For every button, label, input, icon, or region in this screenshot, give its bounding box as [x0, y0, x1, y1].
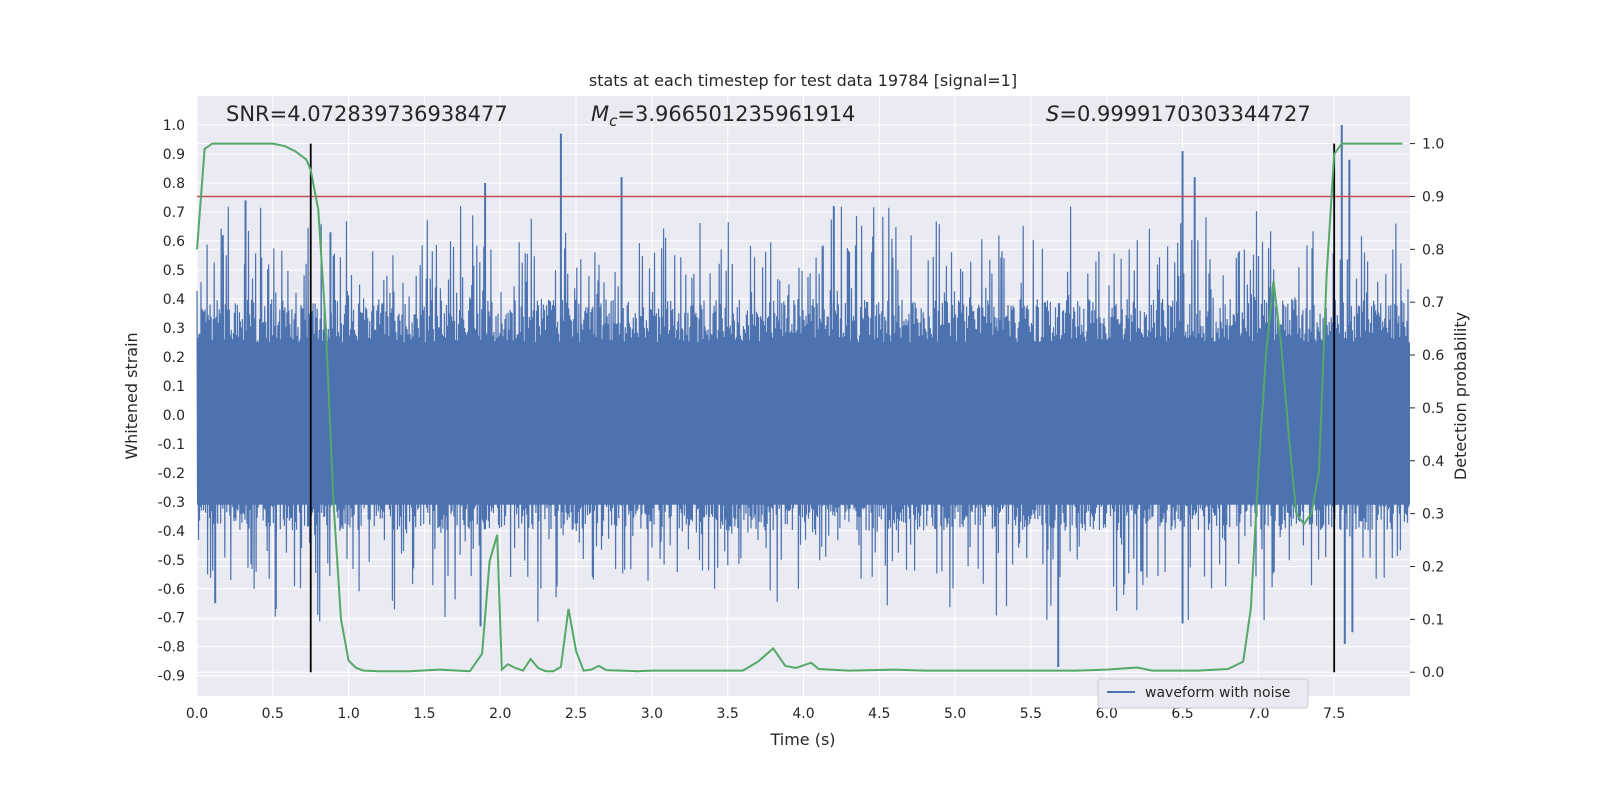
chart-title: stats at each timestep for test data 197…	[589, 71, 1017, 90]
y-right-tick-label: 0.4	[1422, 454, 1444, 470]
x-tick-label: 5.0	[944, 706, 966, 722]
y-tick-label: -0.9	[158, 669, 185, 685]
y-right-tick-label: 0.0	[1422, 665, 1444, 681]
x-tick-label: 5.5	[1020, 706, 1042, 722]
y-tick-label: 0.2	[163, 350, 185, 366]
x-tick-label: 3.5	[717, 706, 739, 722]
x-tick-label: 1.0	[337, 706, 359, 722]
y-tick-label: -0.6	[158, 582, 185, 598]
x-tick-label: 3.0	[641, 706, 663, 722]
y-tick-label: 0.7	[163, 205, 185, 221]
y-tick-label: 1.0	[163, 118, 185, 134]
waveform-series	[196, 124, 1410, 668]
y-tick-label: 0.3	[163, 321, 185, 337]
axes: 0.0 0.5 1.0 1.5 2.0 2.5 3.0 3.5 4.0 4.5 5.0 5.5 6.0 6…	[158, 118, 1445, 722]
x-tick-label: 1.5	[413, 706, 435, 722]
x-tick-label: 2.5	[565, 706, 587, 722]
mc-subscript: c	[609, 112, 618, 130]
x-tick-label: 0.5	[262, 706, 284, 722]
overlay-lines	[196, 142, 1410, 673]
mc-symbol: M	[591, 102, 609, 126]
x-tick-label: 4.5	[868, 706, 890, 722]
y-right-tick-label: 0.1	[1422, 612, 1444, 628]
x-tick-label: 6.0	[1096, 706, 1118, 722]
y-right-tick-label: 0.8	[1422, 242, 1444, 258]
x-tick-label: 6.5	[1171, 706, 1193, 722]
y-tick-label: -0.3	[158, 495, 185, 511]
score-annotation: S=0.9999170303344727	[1046, 102, 1311, 126]
y-right-tick-label: 0.7	[1422, 295, 1444, 311]
y-tick-label: 0.0	[163, 408, 185, 424]
y-tick-label: 0.4	[163, 292, 185, 308]
waveform-core	[197, 342, 1410, 505]
legend: waveform with noise	[1097, 678, 1309, 709]
y-tick-label: -0.2	[158, 466, 185, 482]
y-tick-label: 0.6	[163, 234, 185, 250]
y-tick-label: 0.9	[163, 147, 185, 163]
y-right-tick-label: 0.6	[1422, 348, 1444, 364]
y-tick-label: -0.1	[158, 437, 185, 453]
x-axis-label: Time (s)	[769, 730, 835, 749]
x-tick-label: 7.5	[1323, 706, 1345, 722]
y-right-tick-label: 0.2	[1422, 559, 1444, 575]
x-tick-label: 0.0	[186, 706, 208, 722]
y-axis-right-label: Detection probability	[1451, 312, 1470, 480]
probability-line	[196, 142, 1403, 673]
s-symbol: S	[1046, 102, 1059, 126]
y-right-tick-label: 0.9	[1422, 189, 1444, 205]
y-right-tick-label: 0.3	[1422, 507, 1444, 523]
y-tick-label: 0.8	[163, 176, 185, 192]
mc-value: =3.966501235961914	[617, 102, 855, 126]
snr-annotation: SNR=4.072839736938477	[226, 102, 508, 126]
y-right-tick-label: 1.0	[1422, 137, 1444, 153]
legend-box	[1097, 678, 1309, 709]
y-tick-label: 0.1	[163, 379, 185, 395]
chirp-mass-annotation: Mc=3.966501235961914	[591, 102, 855, 130]
y-tick-label: -0.5	[158, 553, 185, 569]
y-tick-label: 0.5	[163, 263, 185, 279]
y-tick-label: -0.4	[158, 524, 185, 540]
s-value: =0.9999170303344727	[1059, 102, 1310, 126]
y-right-tick-label: 0.5	[1422, 401, 1444, 417]
legend-label: waveform with noise	[1145, 685, 1290, 701]
x-tick-label: 4.0	[792, 706, 814, 722]
y-tick-label: -0.8	[158, 640, 185, 656]
x-tick-label: 7.0	[1247, 706, 1269, 722]
y-axis-label: Whitened strain	[122, 332, 141, 459]
x-tick-label: 2.0	[489, 706, 511, 722]
y-tick-label: -0.7	[158, 611, 185, 627]
